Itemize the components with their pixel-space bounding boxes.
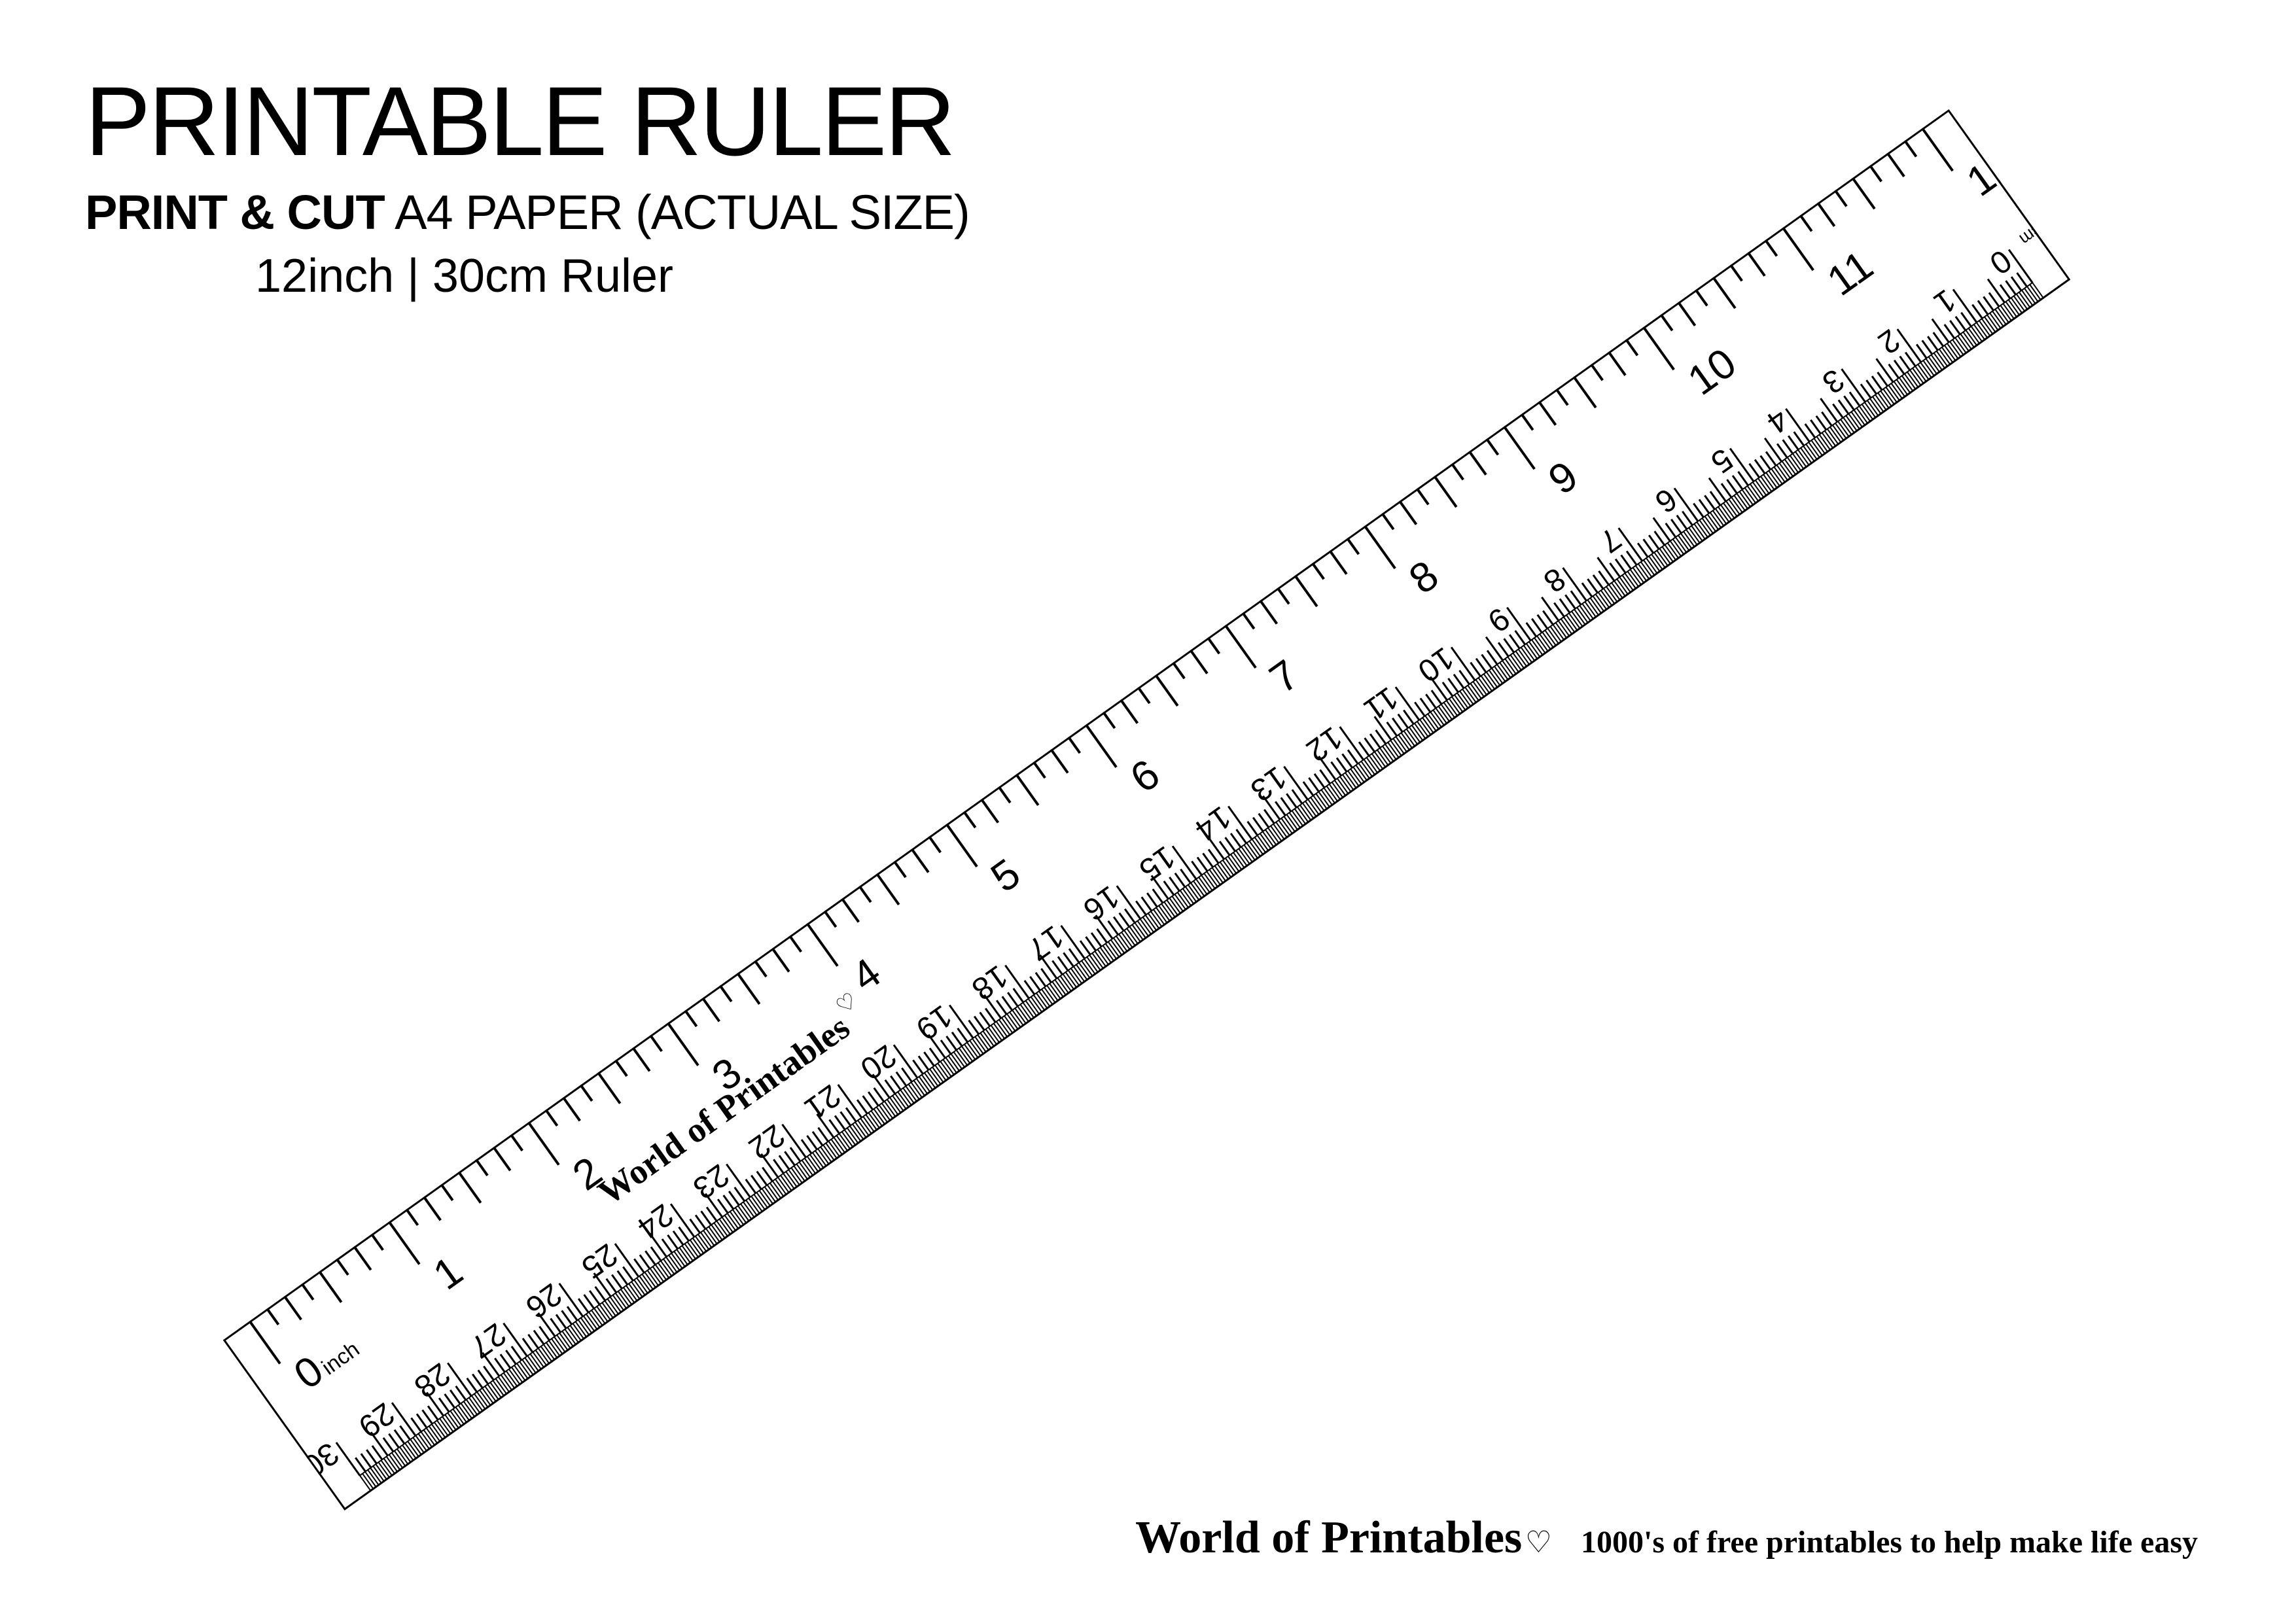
header: PRINTABLE RULER PRINT & CUT A4 PAPER (AC…: [85, 72, 970, 303]
footer: World of Printables ♡ 1000's of free pri…: [1135, 1512, 2198, 1564]
subtitle-rest: A4 PAPER (ACTUAL SIZE): [385, 185, 970, 239]
ruler-spec: 12inch | 30cm Ruler: [255, 249, 970, 303]
page: PRINTABLE RULER PRINT & CUT A4 PAPER (AC…: [0, 0, 2296, 1623]
ruler-svg: 0 inch1234567891011120cm1234567891011121…: [223, 109, 2071, 1510]
footer-tagline: 1000's of free printables to help make l…: [1581, 1524, 2198, 1560]
heart-icon: ♡: [1525, 1525, 1552, 1559]
ruler: 0 inch1234567891011120cm1234567891011121…: [223, 109, 2072, 1513]
brand-text: World of Printables: [1135, 1512, 1522, 1563]
footer-brand: World of Printables ♡: [1135, 1512, 1552, 1564]
subtitle-bold: PRINT & CUT: [85, 185, 385, 239]
page-subtitle: PRINT & CUT A4 PAPER (ACTUAL SIZE): [85, 184, 970, 240]
page-title: PRINTABLE RULER: [85, 72, 970, 170]
